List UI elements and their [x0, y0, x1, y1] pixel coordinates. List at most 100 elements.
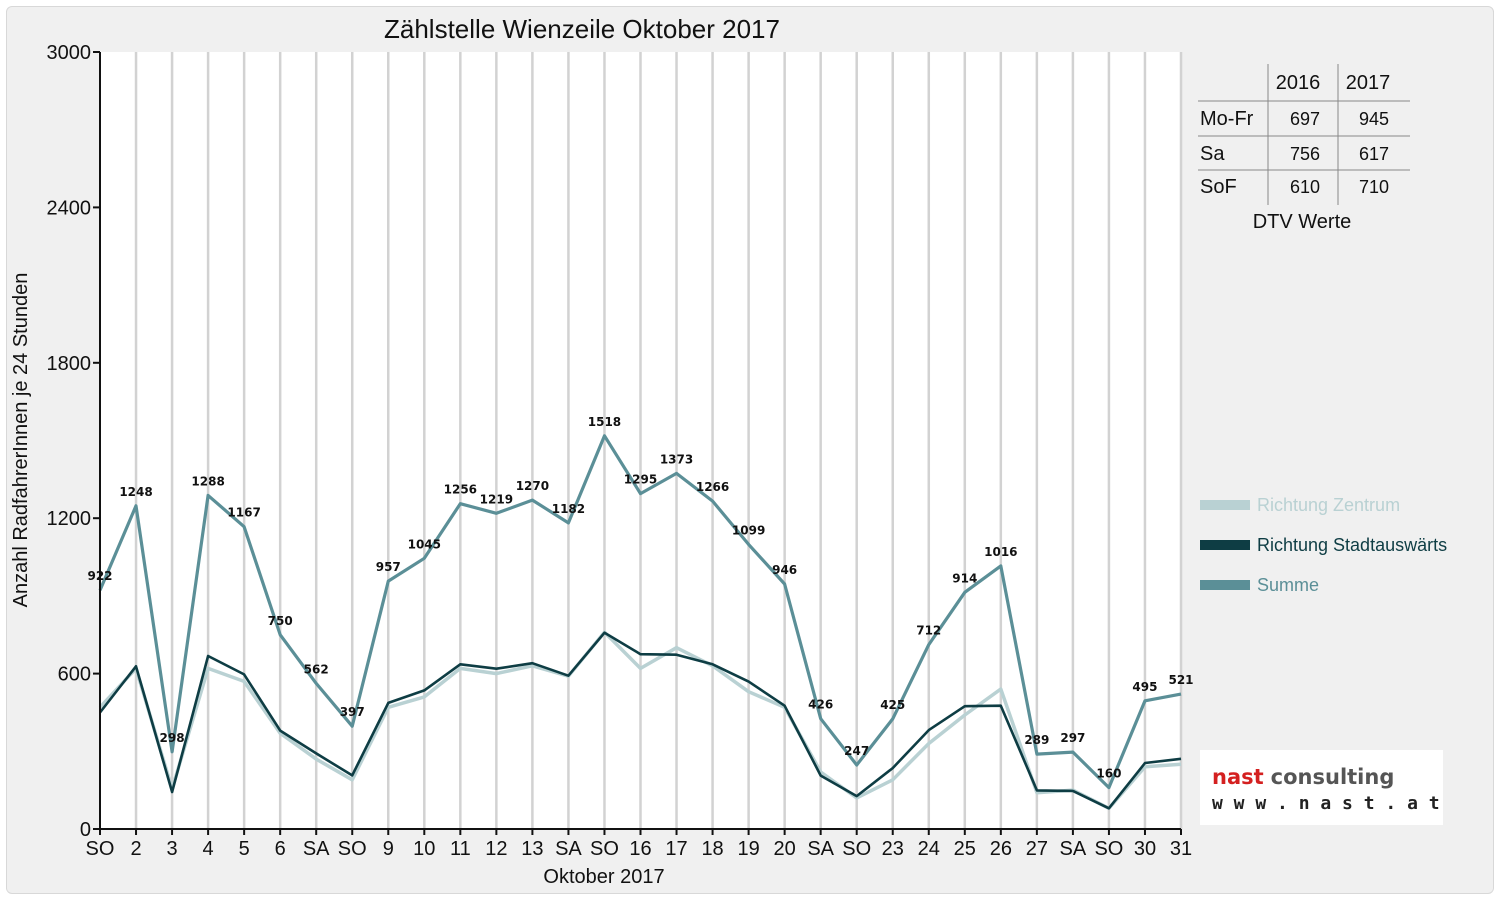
data-label: 1167 [227, 506, 260, 520]
y-tick-label: 2400 [47, 197, 92, 219]
x-tick-label: 12 [485, 838, 507, 860]
x-tick-label: SA [555, 838, 582, 860]
data-label: 298 [160, 731, 185, 745]
data-label: 297 [1060, 731, 1085, 745]
x-tick-label: 23 [882, 838, 904, 860]
y-tick-label: 3000 [47, 42, 92, 64]
grid-layer [134, 52, 1183, 829]
x-tick-label: SO [338, 838, 367, 860]
x-tick-label: 9 [383, 838, 394, 860]
data-label: 957 [376, 560, 401, 574]
x-tick-label: SO [86, 838, 115, 860]
x-tick-label: SA [807, 838, 834, 860]
table-cell: 617 [1359, 144, 1389, 164]
data-label: 1288 [191, 474, 224, 488]
x-tick-label: 20 [774, 838, 796, 860]
x-tick-label: 2 [130, 838, 141, 860]
x-tick-label: 10 [413, 838, 435, 860]
data-label: 1045 [408, 537, 441, 551]
table-cell: 756 [1290, 144, 1320, 164]
data-label: 946 [772, 563, 797, 577]
x-tick-layer: SO 2 3 4 5 6 SA SO 9 10 11 12 13 SA SO 16 17 18 19 20 SA SO 23… [86, 829, 1192, 860]
legend-label-stadtauswaerts: Richtung Stadtauswärts [1257, 535, 1447, 555]
data-label: 750 [268, 614, 293, 628]
x-tick-label: SA [1060, 838, 1087, 860]
series-layer [98, 434, 1182, 811]
x-tick-label: 3 [167, 838, 178, 860]
x-tick-label: 6 [275, 838, 286, 860]
dtv-table: 2016 2017 Mo-Fr 697 945 Sa 756 617 SoF 6… [1198, 64, 1410, 233]
y-tick-label: 0 [80, 819, 91, 841]
x-tick-label: 4 [203, 838, 214, 860]
x-tick-label: 31 [1170, 838, 1192, 860]
x-tick-label: 16 [629, 838, 651, 860]
x-tick-label: 30 [1134, 838, 1156, 860]
x-tick-label: 18 [701, 838, 723, 860]
x-tick-label: 13 [521, 838, 543, 860]
x-tick-label: 5 [239, 838, 250, 860]
data-label: 1219 [480, 492, 513, 506]
data-label: 1256 [444, 483, 477, 497]
table-caption: DTV Werte [1253, 211, 1352, 233]
legend-swatch-summe [1200, 580, 1250, 590]
x-tick-label: 17 [665, 838, 687, 860]
table-header-2017: 2017 [1346, 72, 1391, 94]
data-label: 1373 [660, 452, 693, 466]
table-row-label: Sa [1200, 143, 1225, 165]
table-cell: 945 [1359, 109, 1389, 129]
y-axis-title: Anzahl RadfahrerInnen je 24 Stunden [10, 273, 32, 608]
x-tick-label: SO [1094, 838, 1123, 860]
data-label: 521 [1168, 673, 1193, 687]
nast-consulting-logo: nast consulting w w w . n a s t . a t [1200, 750, 1443, 825]
series-line-2 [98, 631, 1182, 810]
data-label: 1518 [588, 415, 621, 429]
legend-label-summe: Summe [1257, 575, 1319, 595]
chart-title: Zählstelle Wienzeile Oktober 2017 [384, 14, 780, 44]
series-line-3 [98, 434, 1182, 790]
legend: Richtung Zentrum Richtung Stadtauswärts … [1200, 495, 1447, 595]
series-line-1 [98, 630, 1182, 811]
x-tick-label: 19 [737, 838, 759, 860]
x-tick-label: 24 [918, 838, 940, 860]
data-label: 1182 [552, 502, 585, 516]
x-tick-label: 26 [990, 838, 1012, 860]
x-tick-label: 25 [954, 838, 976, 860]
data-label: 1099 [732, 523, 765, 537]
data-label: 397 [340, 705, 365, 719]
table-cell: 610 [1290, 177, 1320, 197]
table-cell: 697 [1290, 109, 1320, 129]
logo-brand-b: consulting [1271, 765, 1395, 789]
data-label: 425 [880, 698, 905, 712]
logo-brand-a: nast [1212, 765, 1264, 789]
legend-label-zentrum: Richtung Zentrum [1257, 495, 1400, 515]
data-label: 495 [1132, 680, 1157, 694]
x-tick-label: SO [590, 838, 619, 860]
data-label: 426 [808, 698, 833, 712]
data-label: 160 [1096, 767, 1121, 781]
table-row-label: SoF [1200, 176, 1237, 198]
data-label: 1266 [696, 480, 729, 494]
logo-url: w w w . n a s t . a t [1212, 793, 1440, 814]
y-tick-label: 1200 [47, 508, 92, 530]
table-cell: 710 [1359, 177, 1389, 197]
data-label: 247 [844, 744, 869, 758]
x-axis-title: Oktober 2017 [543, 866, 664, 888]
y-tick-layer: 0 600 1200 1800 2400 3000 [47, 42, 100, 841]
data-label: 1248 [119, 485, 152, 499]
data-label: 1295 [624, 473, 657, 487]
data-label: 1270 [516, 479, 549, 493]
legend-swatch-zentrum [1200, 500, 1250, 510]
data-label: 712 [916, 624, 941, 638]
y-tick-label: 1800 [47, 353, 92, 375]
y-tick-label: 600 [58, 664, 91, 686]
table-row-label: Mo-Fr [1200, 108, 1254, 130]
data-label: 1016 [984, 545, 1017, 559]
data-label: 289 [1024, 733, 1049, 747]
data-label: 914 [952, 571, 977, 585]
legend-swatch-stadtauswaerts [1200, 540, 1250, 550]
logo-brand: nast consulting [1212, 765, 1394, 789]
x-tick-label: 11 [450, 838, 471, 860]
x-tick-label: SA [303, 838, 330, 860]
data-label-layer: 9221248298128811677505623979571045125612… [87, 415, 1193, 781]
